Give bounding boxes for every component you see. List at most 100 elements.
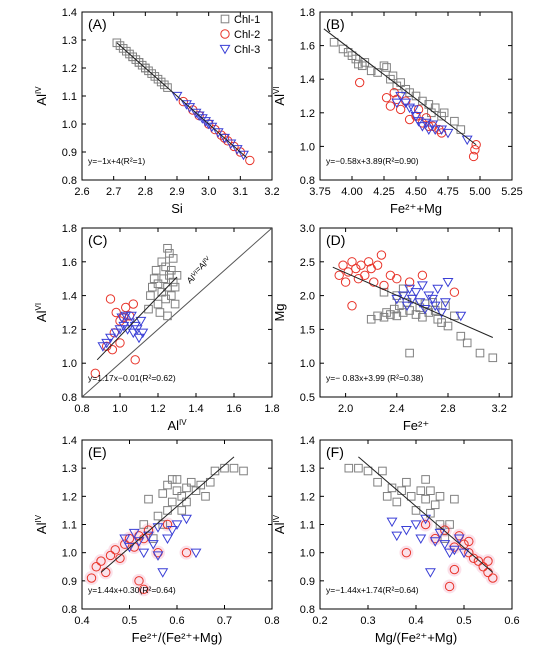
data-point <box>363 257 374 267</box>
y-tick-label: 1.0 <box>62 548 77 560</box>
data-point <box>137 60 147 70</box>
data-point <box>379 312 389 322</box>
data-point <box>392 274 402 284</box>
data-point <box>178 96 189 107</box>
x-axis-label: Fe²⁺ <box>403 418 429 433</box>
point-halo <box>136 582 151 597</box>
data-point <box>168 254 178 263</box>
data-point <box>373 311 382 321</box>
data-point <box>152 523 164 533</box>
y-axis-label: AlVI <box>34 303 49 322</box>
y-tick-label: 1.4 <box>62 291 77 303</box>
y-tick-label: 1.4 <box>62 7 77 19</box>
data-point <box>340 277 351 287</box>
point-halo <box>485 571 500 586</box>
data-point <box>119 534 131 544</box>
data-point <box>128 299 139 309</box>
data-point <box>196 114 208 124</box>
x-tick-label: 2.9 <box>169 186 184 198</box>
point-halo <box>113 551 127 566</box>
data-point <box>382 492 392 501</box>
data-point <box>464 547 474 558</box>
y-tick-label: 2.5 <box>300 257 315 269</box>
y-tick-label: 1.8 <box>62 223 77 235</box>
data-point <box>153 74 163 84</box>
regression-line <box>358 456 494 573</box>
x-tick-label: 0.8 <box>264 615 279 627</box>
data-point <box>347 301 357 311</box>
regression-line <box>116 42 247 158</box>
series-chl-2 <box>401 519 498 592</box>
y-tick-label: 0.8 <box>300 175 315 187</box>
point-halo <box>461 534 476 549</box>
one-to-one-line <box>82 228 272 397</box>
panel-b: 3.75 4.00 4.25 4.50 4.75 5.00 5.25 0.8 1.0 1.2 1.4… <box>272 7 523 216</box>
series-chl-1 <box>329 37 466 134</box>
data-point <box>468 151 479 162</box>
point-halo <box>151 545 165 560</box>
y-tick-label: 1.4 <box>300 74 315 86</box>
data-point <box>137 328 149 339</box>
data-point <box>442 277 454 288</box>
legend: Chl-1 Chl-2 Chl-3 <box>219 14 260 56</box>
data-point <box>134 576 144 586</box>
point-halo <box>418 517 433 532</box>
data-point <box>115 338 125 348</box>
y-axis-label: AlIV <box>34 514 49 534</box>
x-tick-label: 5.25 <box>501 186 522 198</box>
x-tick-label: 0.3 <box>360 615 375 627</box>
data-point <box>160 80 169 90</box>
y-tick-label: 0.8 <box>300 604 315 616</box>
data-point <box>110 545 120 555</box>
data-point <box>430 500 440 510</box>
x-tick-label: 1.8 <box>264 403 279 415</box>
data-point <box>120 311 132 322</box>
regression-equation: y=1.17x−0.01(R²=0.62) <box>88 373 176 383</box>
y-axis-label: Mg <box>272 303 287 321</box>
data-point <box>475 348 485 358</box>
data-point <box>107 344 118 355</box>
data-point <box>128 52 137 62</box>
legend-label: Chl-1 <box>234 14 260 26</box>
series-chl-1 <box>344 463 459 543</box>
data-layer <box>323 28 481 162</box>
data-point <box>239 466 248 476</box>
data-point <box>397 291 409 302</box>
data-point <box>356 260 366 270</box>
data-point <box>407 105 419 115</box>
data-point <box>158 489 168 498</box>
data-point <box>97 342 109 352</box>
data-point <box>450 494 459 504</box>
regression-equation: y=−1x+4(R²=1) <box>88 156 145 166</box>
y-tick-label: 1.0 <box>62 119 77 131</box>
data-point <box>351 263 361 274</box>
x-tick-label: 3.0 <box>201 186 216 198</box>
data-point <box>448 545 460 556</box>
data-point <box>205 477 215 487</box>
y-tick-label: 1.2 <box>62 491 77 503</box>
data-point <box>468 553 479 563</box>
series-chl-2 <box>90 294 140 379</box>
data-point <box>478 562 488 572</box>
data-point <box>426 508 435 518</box>
y-tick-label: 1.3 <box>62 35 77 47</box>
plot-frame <box>319 439 513 610</box>
x-axis-label: Si <box>171 201 183 216</box>
data-point <box>172 271 182 280</box>
panel-e: 0.4 0.5 0.6 0.7 0.8 0.8 0.9 1.0 1.1 1.2 1.3 1.4 Fe²⁺… <box>34 435 280 645</box>
data-point <box>402 477 411 487</box>
x-tick-label: 0.6 <box>504 615 519 627</box>
y-tick-label: 1.4 <box>62 435 77 447</box>
data-point <box>351 54 361 64</box>
data-point <box>122 46 131 56</box>
data-point <box>105 550 116 561</box>
data-point <box>150 72 160 81</box>
data-point <box>144 494 153 504</box>
data-point <box>416 281 428 291</box>
y-tick-label: 1.4 <box>300 435 315 447</box>
x-axis-label: AlIV <box>167 418 187 433</box>
data-point <box>90 368 101 379</box>
data-point <box>464 536 474 547</box>
x-tick-label: 1.2 <box>150 403 165 415</box>
data-point <box>131 55 141 64</box>
